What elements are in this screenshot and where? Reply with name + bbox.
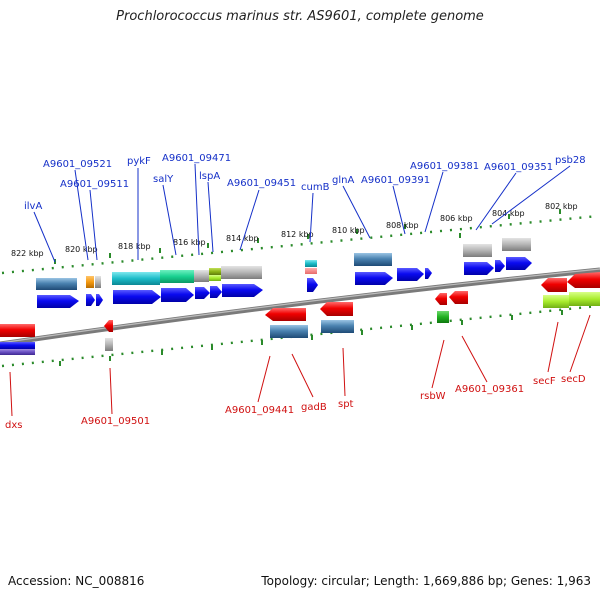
forward-gene-arrow [37, 295, 79, 308]
reverse-gene-arrow [265, 308, 306, 321]
gene-feature [112, 272, 160, 285]
gene-feature [86, 276, 94, 288]
reverse-gene-arrow [104, 320, 113, 332]
gene-feature [321, 320, 354, 333]
forward-gene-arrow [96, 294, 103, 306]
forward-gene-arrow [495, 260, 505, 272]
gene-label-dxs: dxs [5, 420, 22, 431]
gene-feature [463, 244, 492, 257]
reverse-gene-arrow [0, 324, 35, 337]
scale-label: 804 kbp [492, 209, 525, 218]
gene-label-lspA: lspA [199, 171, 220, 182]
genome-backbone [0, 267, 600, 347]
gene-feature [437, 311, 449, 323]
gene-label-secF: secF [533, 376, 556, 387]
forward-gene-arrow [355, 272, 393, 285]
gene-label-cumB: cumB [301, 182, 330, 193]
scale-label: 812 kbp [281, 230, 314, 239]
gene-label-rsbW: rsbW [420, 391, 446, 402]
gene-label-ilvA: ilvA [24, 201, 42, 212]
forward-gene-arrow [86, 294, 95, 306]
scale-label: 820 kbp [65, 245, 98, 254]
gene-feature [569, 292, 600, 306]
gene-label-spt: spt [338, 399, 354, 410]
reverse-gene-arrow [435, 293, 447, 305]
forward-gene-arrow [506, 257, 532, 270]
forward-gene-arrow [397, 268, 424, 281]
figure-title: Prochlorococcus marinus str. AS9601, com… [116, 9, 484, 24]
gene-feature [160, 270, 194, 283]
gene-label-A9601_09451: A9601_09451 [227, 178, 296, 189]
gene-label-glnA: glnA [332, 175, 354, 186]
forward-gene-arrow [425, 268, 432, 279]
gene-feature [270, 325, 308, 338]
scale-label: 806 kbp [440, 214, 473, 223]
gene-feature [0, 349, 35, 355]
gene-feature [543, 295, 569, 308]
scale-label: 816 kbp [173, 238, 206, 247]
reverse-features [0, 272, 600, 355]
gene-feature [209, 275, 221, 281]
reverse-gene-arrow [449, 291, 468, 304]
gene-label-A9601_09471: A9601_09471 [162, 153, 231, 164]
gene-feature [354, 253, 392, 266]
gene-feature [209, 268, 221, 275]
reverse-leader-lines [9, 314, 591, 417]
gene-label-gadB: gadB [301, 402, 327, 413]
gene-feature [105, 338, 113, 351]
reverse-gene-arrow [567, 272, 600, 288]
forward-gene-arrow [307, 278, 318, 292]
accession-text: Accession: NC_008816 [8, 574, 145, 588]
forward-leader-lines [33, 163, 571, 263]
backbone-highlight [0, 268, 600, 344]
forward-gene-arrow [195, 287, 210, 299]
gene-feature [305, 260, 317, 267]
forward-gene-arrow [210, 286, 222, 298]
gene-label-salY: salY [153, 174, 174, 185]
gene-label-A9601_09441: A9601_09441 [225, 405, 294, 416]
scale-label: 802 kbp [545, 202, 578, 211]
forward-gene-labels: ilvA A9601_09521 A9601_09511 pykF salY A… [24, 153, 586, 212]
gene-label-psb28: psb28 [555, 155, 586, 166]
gene-label-A9601_09381: A9601_09381 [410, 161, 479, 172]
gene-label-A9601_09501: A9601_09501 [81, 416, 150, 427]
forward-gene-arrow [161, 288, 194, 302]
gene-feature [305, 268, 317, 274]
reverse-gene-labels: dxs A9601_09501 A9601_09441 gadB spt rsb… [5, 374, 586, 431]
gene-feature [194, 270, 209, 282]
forward-features [36, 238, 531, 290]
scale-labels: 822 kbp 820 kbp 818 kbp 816 kbp 814 kbp … [11, 202, 578, 258]
scale-label: 818 kbp [118, 242, 151, 251]
gene-feature [95, 276, 101, 288]
gene-label-A9601_09511: A9601_09511 [60, 179, 129, 190]
gene-label-A9601_09521: A9601_09521 [43, 159, 112, 170]
scale-label: 810 kbp [332, 226, 365, 235]
scale-label: 814 kbp [226, 234, 259, 243]
gene-label-secD: secD [561, 374, 586, 385]
gene-label-A9601_09391: A9601_09391 [361, 175, 430, 186]
gene-feature [221, 266, 262, 279]
reverse-gene-arrow [320, 302, 353, 316]
gene-feature [502, 238, 531, 251]
reverse-gene-arrow [541, 278, 567, 292]
gene-label-A9601_09351: A9601_09351 [484, 162, 553, 173]
scale-label: 808 kbp [386, 221, 419, 230]
gene-label-A9601_09361: A9601_09361 [455, 384, 524, 395]
forward-gene-arrow [464, 262, 494, 275]
gene-label-pykF: pykF [127, 156, 151, 167]
forward-gene-arrow [222, 284, 263, 297]
scale-label: 822 kbp [11, 249, 44, 258]
reverse-major-ticks [59, 310, 563, 366]
forward-gene-arrow [113, 290, 161, 304]
forward-gene-arrows [37, 257, 532, 308]
gene-feature [0, 342, 35, 349]
genome-summary-text: Topology: circular; Length: 1,669,886 bp… [261, 574, 591, 588]
gene-feature [36, 278, 77, 290]
